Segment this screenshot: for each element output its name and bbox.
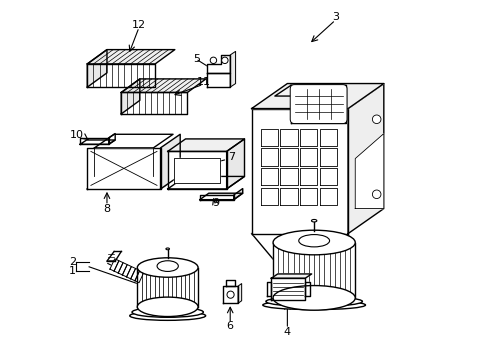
FancyBboxPatch shape <box>290 85 346 123</box>
Polygon shape <box>225 280 235 286</box>
Polygon shape <box>299 129 317 146</box>
Ellipse shape <box>298 235 329 247</box>
Circle shape <box>221 57 227 64</box>
Circle shape <box>210 57 216 64</box>
Polygon shape <box>223 286 238 303</box>
Text: 7: 7 <box>228 152 235 162</box>
Ellipse shape <box>132 307 203 317</box>
Ellipse shape <box>262 300 365 310</box>
Polygon shape <box>299 168 317 185</box>
Ellipse shape <box>129 311 205 320</box>
Polygon shape <box>126 266 135 279</box>
Polygon shape <box>251 109 347 234</box>
Polygon shape <box>94 134 173 148</box>
Polygon shape <box>206 73 230 87</box>
Polygon shape <box>290 85 346 123</box>
Text: 4: 4 <box>283 327 290 337</box>
Ellipse shape <box>165 248 169 250</box>
Polygon shape <box>251 84 383 109</box>
Polygon shape <box>319 129 336 146</box>
Polygon shape <box>260 168 277 185</box>
Polygon shape <box>108 134 115 144</box>
Polygon shape <box>167 176 244 189</box>
Ellipse shape <box>272 230 354 255</box>
Ellipse shape <box>311 220 316 222</box>
Polygon shape <box>130 269 140 281</box>
Polygon shape <box>280 148 297 166</box>
Ellipse shape <box>137 258 198 277</box>
Polygon shape <box>110 259 119 271</box>
Polygon shape <box>280 168 297 185</box>
Polygon shape <box>305 282 309 296</box>
Polygon shape <box>80 138 108 144</box>
Polygon shape <box>121 79 205 93</box>
Polygon shape <box>80 140 115 144</box>
Circle shape <box>372 190 380 199</box>
Polygon shape <box>347 84 383 234</box>
Polygon shape <box>238 284 241 303</box>
Text: 11: 11 <box>196 77 210 87</box>
Polygon shape <box>87 50 175 64</box>
Polygon shape <box>87 175 180 189</box>
Polygon shape <box>121 79 140 114</box>
Ellipse shape <box>137 297 198 316</box>
Polygon shape <box>87 50 107 87</box>
Polygon shape <box>114 261 123 273</box>
Polygon shape <box>354 134 383 208</box>
Circle shape <box>372 115 380 123</box>
Polygon shape <box>319 168 336 185</box>
Text: 9: 9 <box>212 198 219 208</box>
Polygon shape <box>121 93 187 114</box>
Polygon shape <box>260 188 277 205</box>
Polygon shape <box>160 134 180 189</box>
Polygon shape <box>272 243 354 298</box>
Polygon shape <box>260 129 277 146</box>
Polygon shape <box>280 129 297 146</box>
Ellipse shape <box>157 261 178 271</box>
Polygon shape <box>271 274 311 278</box>
Polygon shape <box>87 148 160 189</box>
Text: 8: 8 <box>103 203 110 213</box>
Ellipse shape <box>265 296 362 306</box>
Polygon shape <box>122 265 131 277</box>
Text: 5: 5 <box>192 54 200 64</box>
Polygon shape <box>200 195 233 200</box>
Polygon shape <box>167 139 244 152</box>
Polygon shape <box>319 188 336 205</box>
Text: 10: 10 <box>70 130 84 140</box>
Polygon shape <box>135 270 143 283</box>
Text: 3: 3 <box>331 13 338 22</box>
Polygon shape <box>87 64 155 87</box>
Polygon shape <box>167 152 226 189</box>
Text: 2: 2 <box>69 257 76 267</box>
Circle shape <box>226 291 234 298</box>
Text: 1: 1 <box>69 266 76 276</box>
Text: 12: 12 <box>132 19 146 30</box>
Polygon shape <box>230 51 235 87</box>
Polygon shape <box>233 189 242 200</box>
Polygon shape <box>260 148 277 166</box>
Polygon shape <box>280 188 297 205</box>
Polygon shape <box>226 139 244 189</box>
Polygon shape <box>200 193 242 200</box>
Polygon shape <box>206 55 230 73</box>
Polygon shape <box>266 282 271 296</box>
Ellipse shape <box>272 285 354 310</box>
Polygon shape <box>274 85 346 96</box>
Polygon shape <box>118 263 127 275</box>
Polygon shape <box>319 148 336 166</box>
Text: 6: 6 <box>226 321 233 332</box>
Polygon shape <box>174 158 220 183</box>
Polygon shape <box>271 278 305 300</box>
Polygon shape <box>299 188 317 205</box>
Polygon shape <box>137 267 198 307</box>
Polygon shape <box>299 148 317 166</box>
